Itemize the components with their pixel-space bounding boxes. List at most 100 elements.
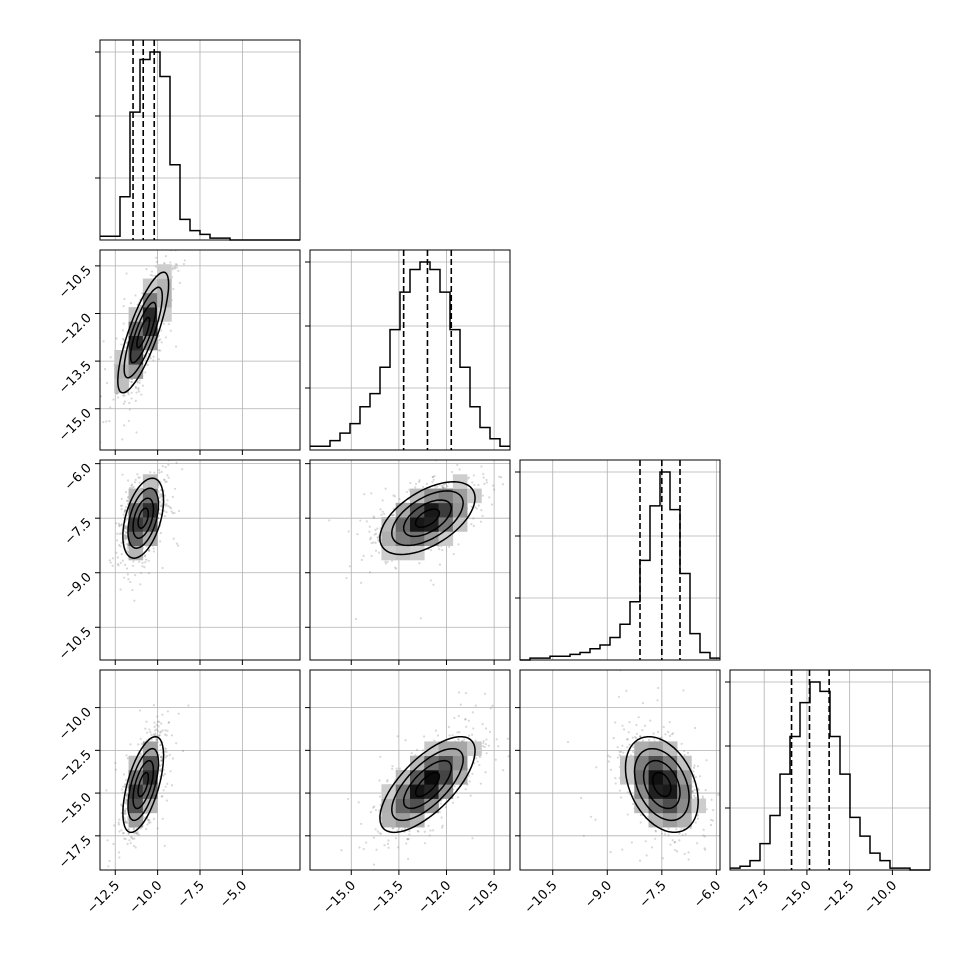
sample-point <box>485 481 488 484</box>
sample-point <box>165 799 168 802</box>
sample-point <box>483 692 487 695</box>
sample-point <box>124 537 127 540</box>
sample-point <box>469 794 472 797</box>
sample-point <box>127 828 130 831</box>
sample-point <box>386 779 389 782</box>
sample-point <box>165 750 168 754</box>
sample-point <box>159 505 162 508</box>
sample-point <box>438 563 442 566</box>
sample-point <box>452 552 455 556</box>
sample-point <box>471 711 474 714</box>
sample-point <box>386 842 390 845</box>
sample-point <box>405 490 409 494</box>
sample-point <box>173 266 177 269</box>
sample-point <box>152 359 155 362</box>
sample-point <box>144 727 147 730</box>
sample-point <box>130 484 133 487</box>
sample-point <box>158 493 161 496</box>
sample-point <box>123 817 126 820</box>
sample-point <box>474 506 477 509</box>
plot-area <box>100 460 184 602</box>
sample-point <box>116 539 119 542</box>
density-cell <box>410 812 425 828</box>
sample-point <box>132 828 135 831</box>
sample-point <box>727 831 729 833</box>
sample-point <box>163 494 166 497</box>
sample-point <box>133 599 136 602</box>
sample-point <box>163 478 166 482</box>
sample-point <box>360 822 363 826</box>
sample-point <box>395 767 398 770</box>
sample-point <box>162 478 166 481</box>
sample-point <box>166 754 169 758</box>
density-cell <box>452 474 468 489</box>
sample-point <box>305 557 307 559</box>
sample-point <box>431 480 434 484</box>
sample-point <box>164 466 167 469</box>
sample-point <box>376 830 379 833</box>
sample-point <box>472 474 475 477</box>
sample-point <box>373 516 376 519</box>
sample-point <box>123 510 126 514</box>
contour-line <box>117 271 170 394</box>
sample-point <box>121 559 124 562</box>
sample-point <box>126 822 129 825</box>
sample-point <box>134 385 137 388</box>
sample-point <box>429 829 432 832</box>
sample-point <box>160 756 163 759</box>
sample-point <box>137 743 140 746</box>
sample-point <box>103 368 107 371</box>
sample-point <box>131 564 135 567</box>
sample-point <box>673 840 677 844</box>
sample-point <box>111 557 114 560</box>
sample-point <box>133 481 137 484</box>
sample-point <box>163 747 166 750</box>
sample-point <box>124 524 128 528</box>
sample-point <box>617 695 620 698</box>
contour-line <box>402 499 453 538</box>
sample-point <box>453 785 456 788</box>
sample-point <box>161 795 164 798</box>
sample-point <box>108 454 110 456</box>
sample-point <box>149 273 152 277</box>
sample-point <box>392 507 395 510</box>
sample-point <box>167 463 170 466</box>
density-cell <box>395 770 411 785</box>
sample-point <box>446 485 449 488</box>
sample-point <box>150 733 153 736</box>
sample-point <box>409 481 412 485</box>
sample-point <box>156 827 159 830</box>
sample-point <box>165 480 168 483</box>
sample-point <box>506 737 509 740</box>
sample-point <box>428 834 431 837</box>
sample-point <box>621 724 624 727</box>
sample-point <box>160 759 163 762</box>
sample-point <box>117 851 121 854</box>
sample-point <box>632 745 635 748</box>
sample-point <box>137 388 140 391</box>
sample-point <box>463 738 466 741</box>
sample-point <box>167 476 170 479</box>
sample-point <box>444 482 447 486</box>
sample-point <box>328 519 331 522</box>
sample-point <box>166 474 169 477</box>
histogram-panel-3 <box>725 669 931 871</box>
sample-point <box>121 329 125 332</box>
sample-point <box>482 742 485 745</box>
sample-point <box>407 837 410 841</box>
sample-point <box>145 268 148 271</box>
sample-point <box>122 322 125 325</box>
sample-point <box>160 470 163 473</box>
sample-point <box>384 560 387 563</box>
histogram-step-line <box>730 681 930 871</box>
density-cell <box>410 755 425 771</box>
sample-point <box>133 837 136 840</box>
sample-point <box>124 821 127 824</box>
sample-point <box>442 486 445 489</box>
sample-point <box>472 517 475 520</box>
sample-point <box>129 580 132 584</box>
sample-point <box>124 810 127 813</box>
sample-point <box>171 266 175 270</box>
sample-point <box>432 583 435 586</box>
sample-point <box>709 823 713 827</box>
